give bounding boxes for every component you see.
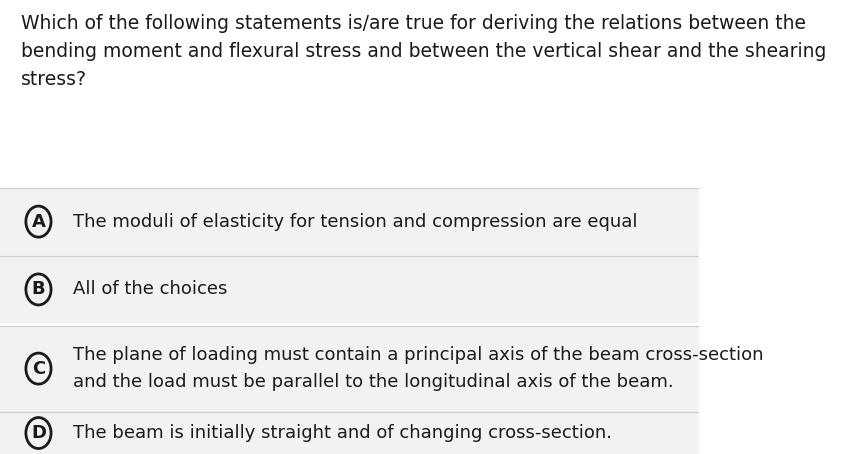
- FancyBboxPatch shape: [0, 188, 699, 256]
- Text: Which of the following statements is/are true for deriving the relations between: Which of the following statements is/are…: [21, 14, 826, 89]
- Text: All of the choices: All of the choices: [73, 281, 228, 298]
- FancyBboxPatch shape: [0, 256, 699, 323]
- FancyBboxPatch shape: [0, 326, 699, 411]
- Text: The moduli of elasticity for tension and compression are equal: The moduli of elasticity for tension and…: [73, 212, 638, 231]
- Text: A: A: [32, 212, 46, 231]
- Text: D: D: [31, 424, 46, 442]
- Text: C: C: [32, 360, 45, 378]
- FancyBboxPatch shape: [0, 411, 699, 454]
- Text: The plane of loading must contain a principal axis of the beam cross-section
and: The plane of loading must contain a prin…: [73, 346, 764, 391]
- Text: The beam is initially straight and of changing cross-section.: The beam is initially straight and of ch…: [73, 424, 612, 442]
- Text: B: B: [32, 281, 46, 298]
